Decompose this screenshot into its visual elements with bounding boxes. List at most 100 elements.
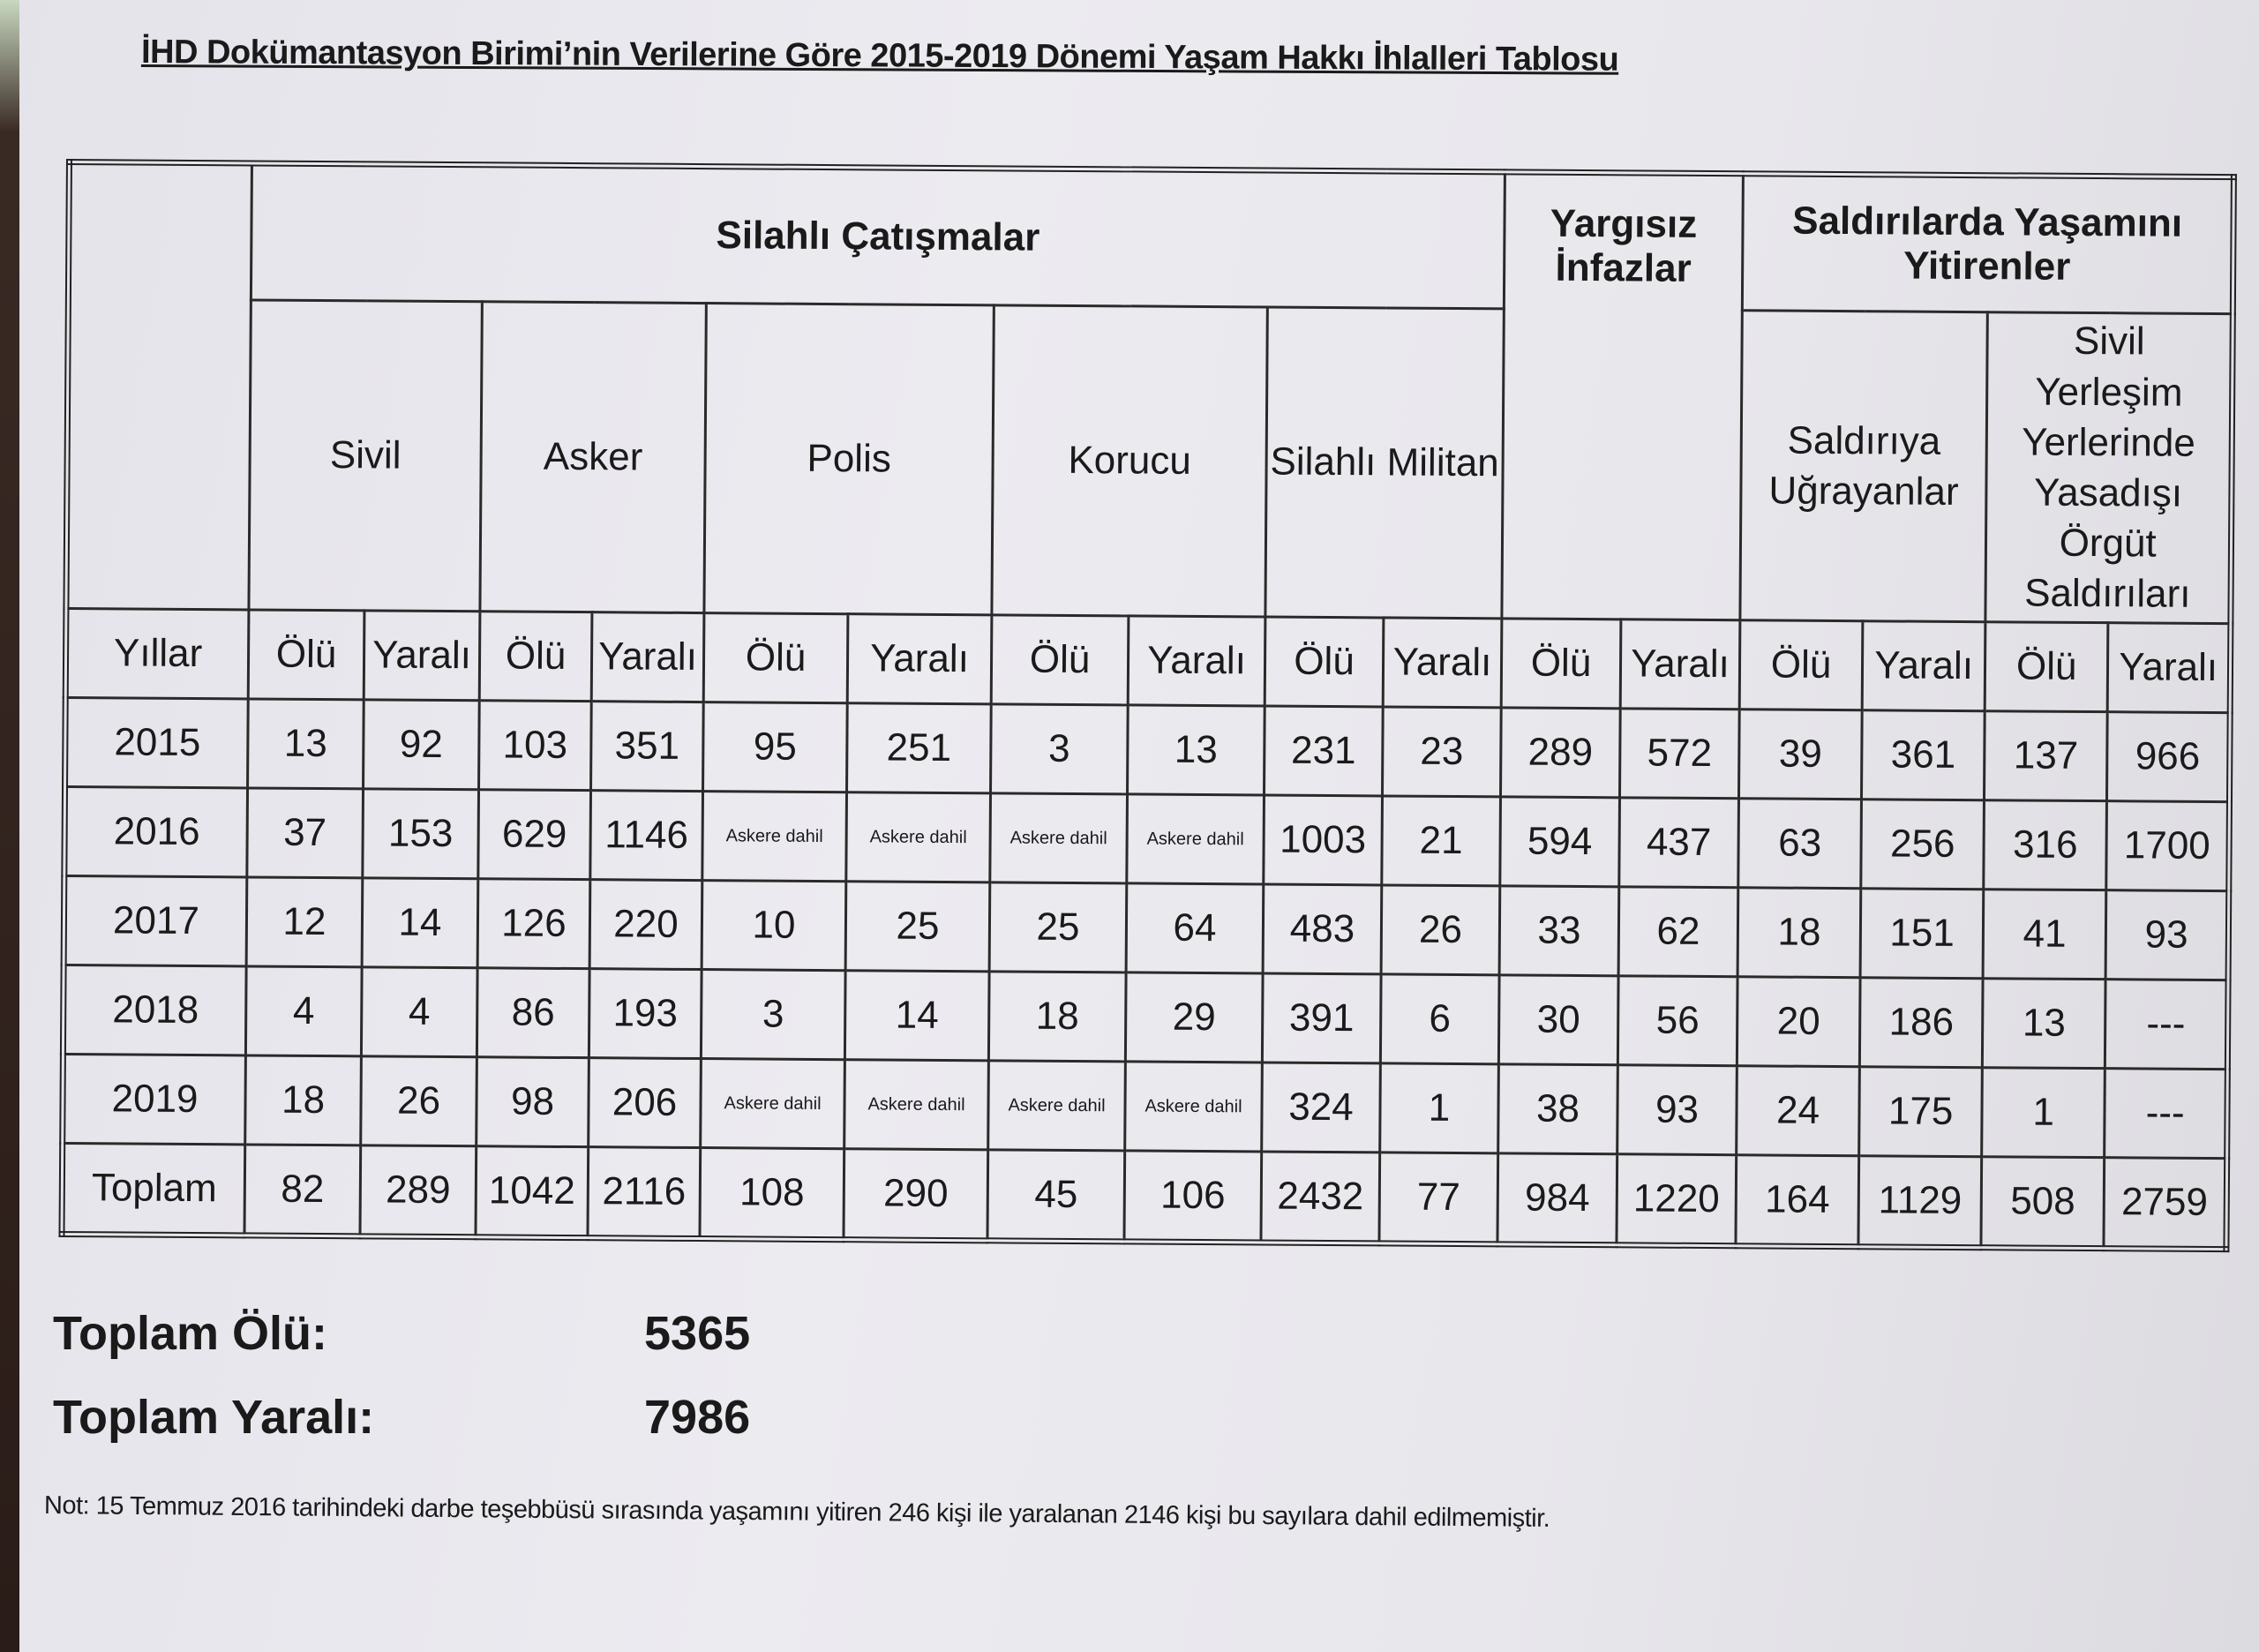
value-cell: Askere dahil bbox=[844, 1059, 989, 1150]
header-olu: Ölü bbox=[1739, 620, 1863, 710]
year-cell: 2016 bbox=[64, 786, 248, 877]
value-cell: Askere dahil bbox=[845, 792, 991, 882]
year-cell: 2018 bbox=[63, 965, 247, 1055]
value-cell: 1700 bbox=[2105, 800, 2230, 891]
value-cell: 25 bbox=[845, 881, 990, 972]
value-cell: 10 bbox=[702, 880, 846, 971]
value-cell: 86 bbox=[477, 967, 590, 1058]
value-cell: 82 bbox=[244, 1144, 361, 1236]
header-yarali: Yaralı bbox=[591, 612, 704, 702]
value-cell: 103 bbox=[478, 700, 592, 791]
value-cell: 4 bbox=[245, 965, 363, 1056]
value-cell: 1220 bbox=[1616, 1153, 1737, 1246]
value-cell: --- bbox=[2104, 1068, 2228, 1159]
value-cell: 108 bbox=[699, 1147, 844, 1240]
value-cell: 106 bbox=[1123, 1150, 1262, 1243]
value-cell: 77 bbox=[1378, 1152, 1498, 1244]
value-cell: 62 bbox=[1618, 886, 1738, 977]
value-cell: 572 bbox=[1619, 708, 1740, 799]
value-cell: 26 bbox=[360, 1055, 477, 1146]
header-saldiriya-ugrayanlar: Saldırıya Uğrayanlar bbox=[1739, 310, 1988, 622]
background-edge bbox=[0, 0, 19, 1652]
table-row: 2017 12 14 126 220 10 25 25 64 483 26 33 62 18 151 41 93 bbox=[64, 875, 2229, 980]
value-cell: 137 bbox=[1984, 710, 2108, 801]
value-cell: 45 bbox=[987, 1149, 1125, 1242]
value-cell: 14 bbox=[844, 970, 990, 1061]
value-cell: 153 bbox=[362, 788, 479, 879]
value-cell: Askere dahil bbox=[702, 791, 847, 882]
header-silahli-catismalar: Silahlı Çatışmalar bbox=[251, 162, 1505, 309]
header-olu: Ölü bbox=[1265, 616, 1384, 707]
table-row: 2018 4 4 86 193 3 14 18 29 391 6 30 56 20 186 13 --- bbox=[63, 965, 2229, 1070]
value-cell: 93 bbox=[2105, 890, 2229, 980]
header-saldirilarda: Saldırılarda Yaşamını Yitirenler bbox=[1742, 173, 2234, 314]
total-olu-label: Toplam Ölü: bbox=[53, 1307, 327, 1360]
value-cell: 13 bbox=[247, 698, 364, 789]
value-cell: --- bbox=[2105, 979, 2229, 1070]
value-cell: 21 bbox=[1381, 795, 1501, 886]
value-cell: 289 bbox=[359, 1145, 477, 1237]
header-sivil: Sivil bbox=[248, 299, 483, 612]
value-cell: 186 bbox=[1859, 977, 1984, 1068]
value-cell: Askere dahil bbox=[1124, 1061, 1263, 1152]
header-yarali: Yaralı bbox=[364, 610, 480, 701]
value-cell: Askere dahil bbox=[700, 1058, 845, 1149]
header-silahli-militan: Silahlı Militan bbox=[1265, 307, 1505, 619]
value-cell: 18 bbox=[244, 1055, 362, 1145]
value-cell: 206 bbox=[588, 1057, 702, 1148]
header-olu: Ölü bbox=[479, 611, 592, 702]
value-cell: 290 bbox=[843, 1148, 988, 1241]
year-cell: 2015 bbox=[64, 697, 249, 788]
value-cell: Askere dahil bbox=[1126, 793, 1265, 884]
value-cell: 18 bbox=[988, 971, 1127, 1062]
header-olu: Ölü bbox=[991, 614, 1129, 705]
value-cell: 594 bbox=[1499, 796, 1620, 887]
value-cell: 193 bbox=[589, 968, 702, 1059]
total-yarali-label: Toplam Yaralı: bbox=[53, 1391, 375, 1444]
value-cell: 361 bbox=[1861, 710, 1985, 800]
value-cell: 220 bbox=[589, 879, 702, 970]
value-cell: 483 bbox=[1263, 883, 1382, 974]
value-cell: 33 bbox=[1499, 885, 1619, 976]
value-cell: 14 bbox=[362, 877, 478, 968]
table-row: 2015 13 92 103 351 95 251 3 13 231 23 289 572 39 361 13… bbox=[64, 697, 2231, 802]
value-cell: 1003 bbox=[1263, 794, 1383, 885]
value-cell: 391 bbox=[1262, 972, 1382, 1063]
value-cell: 41 bbox=[1983, 889, 2106, 980]
value-cell: 289 bbox=[1500, 707, 1621, 798]
header-sivil-yerlesim: Sivil Yerleşim Yerlerinde Yasadışı Örgüt… bbox=[1985, 312, 2233, 624]
header-yarali: Yaralı bbox=[1620, 619, 1740, 710]
value-cell: 13 bbox=[1982, 978, 2106, 1069]
value-cell: 1042 bbox=[475, 1145, 589, 1238]
corner-cell bbox=[65, 161, 252, 610]
value-cell: 437 bbox=[1618, 797, 1739, 888]
header-yarali: Yaralı bbox=[1862, 620, 1986, 711]
value-cell: 508 bbox=[1981, 1156, 2105, 1249]
value-cell: 629 bbox=[477, 789, 591, 880]
value-cell: 20 bbox=[1737, 976, 1861, 1067]
value-cell: 64 bbox=[1126, 882, 1264, 973]
header-yillar: Yıllar bbox=[65, 608, 249, 699]
value-cell: 1146 bbox=[589, 790, 703, 881]
value-cell: 98 bbox=[476, 1056, 589, 1147]
value-cell: 18 bbox=[1737, 887, 1861, 978]
value-cell: 13 bbox=[1127, 704, 1265, 795]
header-korucu: Korucu bbox=[991, 304, 1268, 617]
header-yarali: Yaralı bbox=[2107, 622, 2232, 713]
value-cell: 39 bbox=[1738, 709, 1863, 800]
year-cell: 2017 bbox=[64, 875, 247, 966]
table-row: 2016 37 153 629 1146 Askere dahil Askere dahil… bbox=[64, 786, 2230, 891]
header-asker: Asker bbox=[479, 301, 707, 613]
value-cell: 24 bbox=[1736, 1065, 1860, 1156]
header-polis: Polis bbox=[703, 303, 994, 615]
value-cell: 4 bbox=[361, 966, 478, 1057]
value-cell: 56 bbox=[1617, 975, 1738, 1066]
value-cell: 92 bbox=[363, 699, 480, 790]
value-cell: 256 bbox=[1860, 799, 1985, 890]
year-cell: 2019 bbox=[62, 1054, 246, 1145]
value-cell: 29 bbox=[1125, 972, 1264, 1063]
value-cell: 164 bbox=[1735, 1154, 1859, 1247]
value-cell: 3 bbox=[990, 703, 1129, 794]
value-cell: 126 bbox=[477, 878, 590, 969]
header-yarali: Yaralı bbox=[1383, 617, 1502, 708]
